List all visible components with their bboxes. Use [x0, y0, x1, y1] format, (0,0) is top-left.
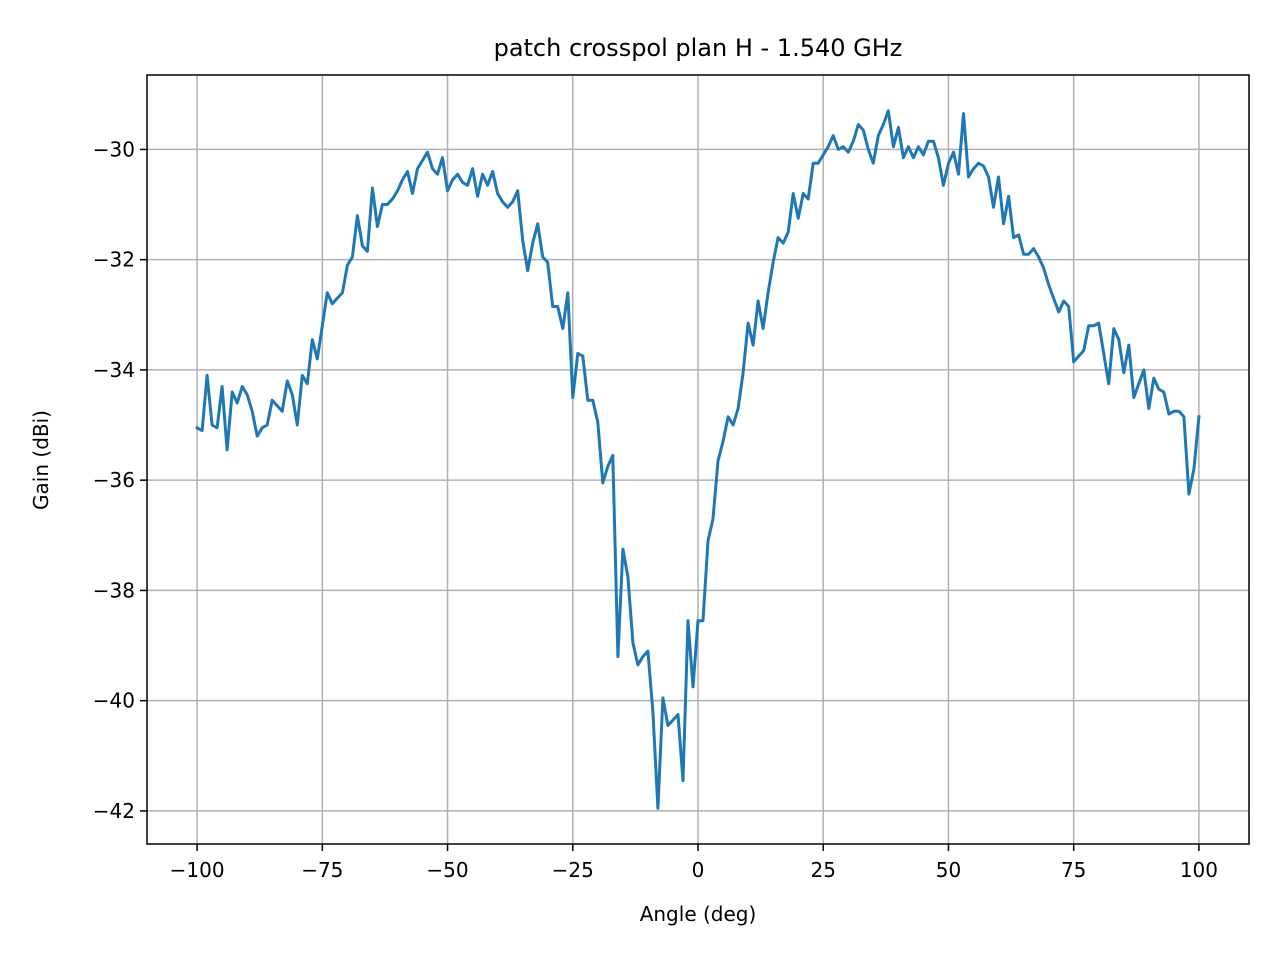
- grid-lines: [147, 75, 1249, 844]
- chart-title: patch crosspol plan H - 1.540 GHz: [494, 34, 903, 62]
- y-tick-label: −42: [93, 799, 135, 823]
- y-axis-label: Gain (dBi): [29, 410, 53, 510]
- x-tick-label: −25: [552, 858, 594, 882]
- y-tick-label: −36: [93, 468, 135, 492]
- y-tick-label: −30: [93, 137, 135, 161]
- x-axis-label: Angle (deg): [640, 902, 757, 926]
- x-tick-label: 25: [811, 858, 836, 882]
- y-tick-label: −32: [93, 248, 135, 272]
- x-tick-label: 75: [1061, 858, 1086, 882]
- axis-ticks: −100 −75 −50 −25 0 25 50 75 100 −42 −40 −38 −36 −34 −3…: [93, 137, 1218, 882]
- x-tick-label: −50: [426, 858, 468, 882]
- x-tick-label: 50: [936, 858, 961, 882]
- y-tick-label: −34: [93, 358, 135, 382]
- y-tick-label: −38: [93, 578, 135, 602]
- y-tick-label: −40: [93, 689, 135, 713]
- x-tick-label: 100: [1180, 858, 1218, 882]
- series-layer: [195, 109, 1201, 810]
- x-tick-label: −75: [301, 858, 343, 882]
- x-tick-label: 0: [692, 858, 705, 882]
- x-tick-label: −100: [170, 858, 225, 882]
- series-line-0: [195, 109, 1201, 810]
